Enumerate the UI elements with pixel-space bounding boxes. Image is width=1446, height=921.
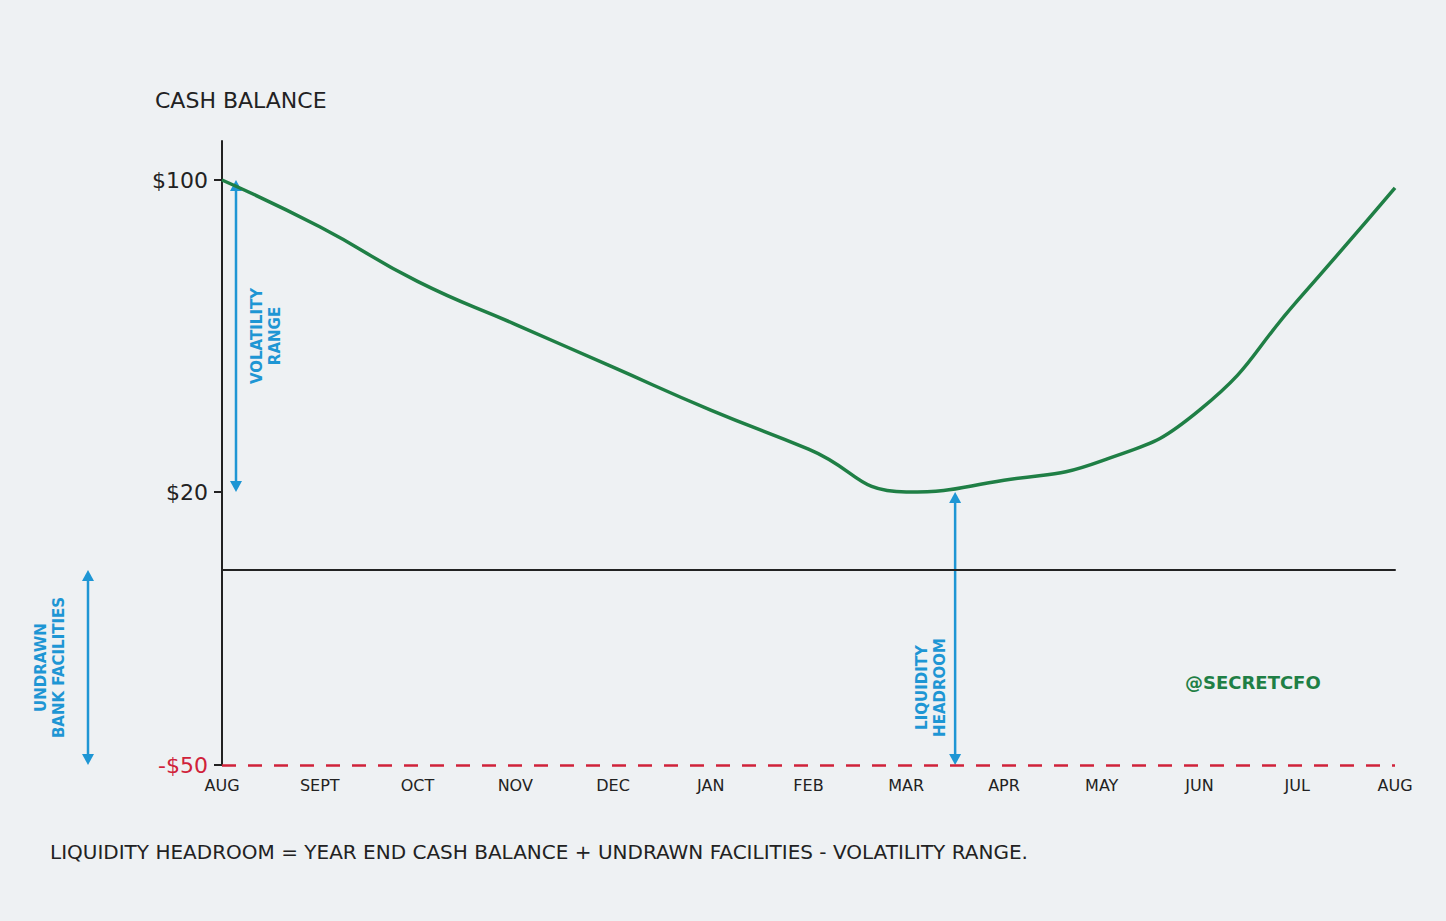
svg-text:VOLATILITY: VOLATILITY [248, 287, 266, 384]
svg-text:JUN: JUN [1184, 776, 1213, 795]
svg-text:APR: APR [988, 776, 1020, 795]
svg-text:NOV: NOV [498, 776, 533, 795]
svg-text:UNDRAWN: UNDRAWN [32, 623, 50, 712]
svg-text:LIQUIDITY: LIQUIDITY [913, 644, 931, 730]
svg-text:BANK FACILITIES: BANK FACILITIES [50, 597, 68, 738]
svg-text:MAY: MAY [1085, 776, 1119, 795]
svg-text:MAR: MAR [888, 776, 924, 795]
svg-text:RANGE: RANGE [266, 307, 284, 365]
svg-text:-$50: -$50 [158, 753, 208, 778]
svg-text:AUG: AUG [204, 776, 239, 795]
svg-text:SEPT: SEPT [300, 776, 340, 795]
svg-text:$100: $100 [152, 168, 208, 193]
svg-text:DEC: DEC [596, 776, 630, 795]
svg-text:JAN: JAN [696, 776, 724, 795]
svg-text:LIQUIDITY HEADROOM = YEAR END: LIQUIDITY HEADROOM = YEAR END CASH BALAN… [50, 840, 1028, 864]
svg-text:FEB: FEB [793, 776, 823, 795]
svg-text:$20: $20 [166, 480, 208, 505]
svg-text:CASH BALANCE: CASH BALANCE [155, 88, 327, 113]
svg-text:OCT: OCT [401, 776, 435, 795]
svg-text:HEADROOM: HEADROOM [931, 638, 949, 737]
svg-text:AUG: AUG [1377, 776, 1412, 795]
svg-text:@SECRETCFO: @SECRETCFO [1185, 672, 1321, 693]
svg-text:JUL: JUL [1284, 776, 1310, 795]
